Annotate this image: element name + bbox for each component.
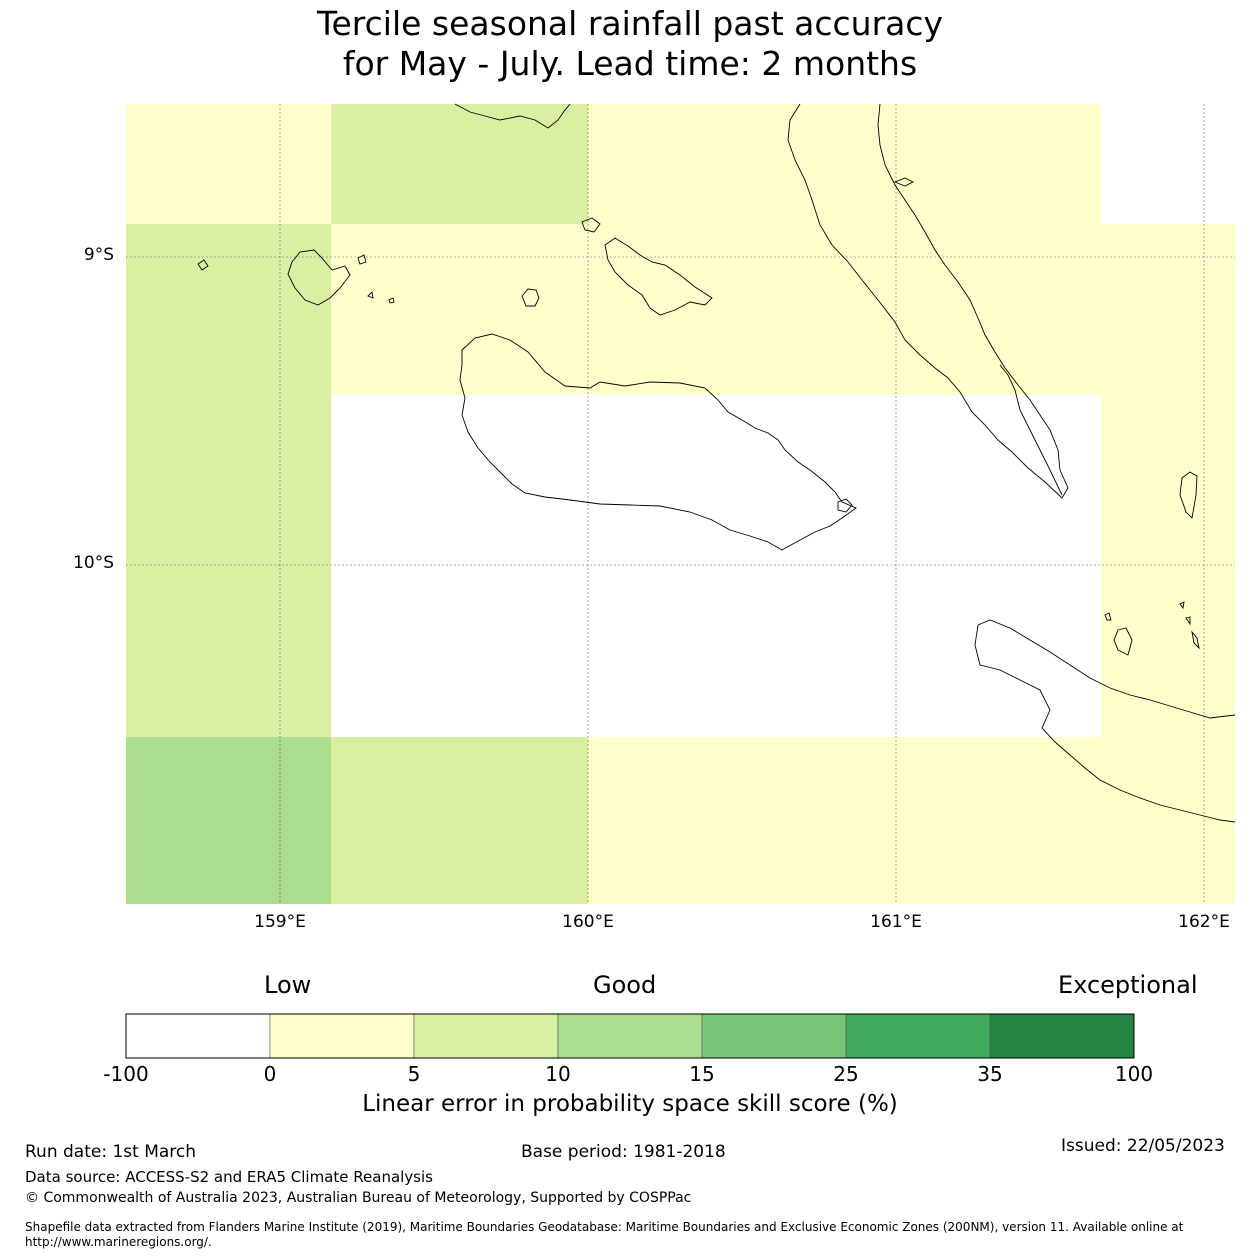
santa-ana-coastline	[1113, 627, 1133, 656]
category-low: Low	[264, 971, 312, 999]
lon-label-162e: 162°E	[1178, 912, 1230, 932]
category-good: Good	[593, 971, 657, 999]
guadalcanal-coastline	[459, 333, 857, 551]
ulawa-coastline	[1179, 471, 1198, 519]
cb-tick-6: 35	[977, 1062, 1003, 1086]
lon-label-159e: 159°E	[254, 912, 306, 932]
coastlines	[197, 103, 1236, 823]
grid-cell-r2-c4	[1101, 395, 1235, 737]
cb-tick-5: 25	[833, 1062, 859, 1086]
colorbar-title: Linear error in probability space skill …	[362, 1091, 898, 1117]
florida-islet-coastline	[581, 217, 601, 233]
colorbar-segment-3	[557, 1013, 703, 1059]
cb-tick-7: 100	[1114, 1062, 1154, 1086]
colorbar-segment-5	[845, 1013, 991, 1059]
makira-south-coastline	[974, 624, 1236, 823]
grid-cell-r0-c1	[331, 104, 588, 224]
florida-islands-coastline	[604, 237, 713, 316]
data-source: Data source: ACCESS-S2 and ERA5 Climate …	[25, 1168, 433, 1186]
islet-east-a-coastline	[1104, 612, 1112, 621]
lat-label-10s: 10°S	[73, 553, 114, 573]
colorbar-segment-4	[701, 1013, 847, 1059]
colorbar-segment-1	[269, 1013, 415, 1059]
makira-coastline	[977, 619, 1236, 719]
colorbar	[125, 1013, 1135, 1059]
small-malaita-coastline	[999, 364, 1063, 496]
grid-cell-r0-c0	[126, 104, 331, 224]
savo-island-coastline	[521, 288, 540, 307]
grid-cell-r1-c4	[1101, 224, 1235, 395]
islet-east-c-coastline	[1185, 616, 1191, 626]
malaita-coastline	[787, 103, 1069, 499]
grid-cell-r0-c2	[588, 104, 896, 224]
grid-cell-r2-c0	[126, 395, 331, 737]
islet-west-coastline	[197, 259, 209, 271]
grid-cell-r2-c1	[331, 395, 588, 737]
cb-tick-4: 15	[689, 1062, 715, 1086]
colorbar-segment-6	[989, 1013, 1135, 1059]
title-line-1: Tercile seasonal rainfall past accuracy	[316, 4, 944, 43]
lon-label-161e: 161°E	[870, 912, 922, 932]
grid-cell-r1-c1	[331, 224, 588, 395]
grid-cell-r1-c0	[126, 224, 331, 395]
colorbar-segment-2	[413, 1013, 559, 1059]
lat-label-9s: 9°S	[83, 245, 114, 265]
grid-cell-r2-c2	[588, 395, 896, 737]
islet-east-b-coastline	[1179, 601, 1185, 610]
islet-malaita-coastline	[893, 177, 915, 187]
lon-label-160e: 160°E	[562, 912, 614, 932]
grid-cell-r3-c0	[126, 737, 331, 904]
grid-cell-r1-c2	[588, 224, 896, 395]
russell-islands-coastline	[287, 249, 351, 306]
category-exceptional: Exceptional	[1058, 971, 1198, 999]
shapefile-credit-line-2: http://www.marineregions.org/.	[25, 1235, 212, 1249]
islet-russell-east-coastline	[357, 254, 367, 265]
grid-cell-r0-c4	[1101, 104, 1235, 224]
skill-grid	[126, 104, 1235, 904]
grid-cell-r1-c3	[896, 224, 1101, 395]
cb-tick-3: 10	[545, 1062, 571, 1086]
colorbar-segment-0	[125, 1013, 271, 1059]
santa-isabel-coastline	[454, 103, 571, 129]
grid-cell-r0-c3	[896, 104, 1101, 224]
colorbar-outline	[125, 1013, 1135, 1059]
copyright: © Commonwealth of Australia 2023, Austra…	[25, 1190, 692, 1206]
graticule	[126, 104, 1235, 904]
grid-cell-r3-c3	[896, 737, 1101, 904]
islet-guadalcanal-east-coastline	[837, 498, 853, 513]
grid-cell-r3-c4	[1101, 737, 1235, 904]
cb-tick-2: 5	[407, 1062, 421, 1086]
islet-east-d-coastline	[1191, 630, 1200, 650]
grid-cell-r2-c3	[896, 395, 1101, 737]
islet-small-coastline	[388, 297, 395, 304]
chart-title: Tercile seasonal rainfall past accuracy …	[0, 4, 1260, 84]
run-date: Run date: 1st March	[25, 1142, 197, 1162]
cb-tick-1: 0	[263, 1062, 277, 1086]
issued-date: Issued: 22/05/2023	[1061, 1136, 1225, 1156]
grid-cell-r3-c2	[588, 737, 896, 904]
cb-tick-0: -100	[103, 1062, 149, 1086]
base-period: Base period: 1981-2018	[521, 1142, 726, 1162]
shapefile-credit-line-1: Shapefile data extracted from Flanders M…	[25, 1220, 1184, 1234]
islet-russell-south-coastline	[367, 291, 374, 299]
grid-cell-r3-c1	[331, 737, 588, 904]
title-line-2: for May - July. Lead time: 2 months	[342, 44, 918, 83]
